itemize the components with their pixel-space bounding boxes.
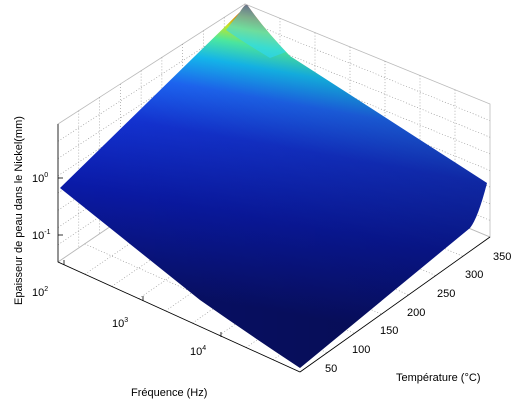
y-tick-label-1: 100 bbox=[352, 344, 370, 356]
surface bbox=[60, 4, 487, 368]
x-axis: 102 103 104 Fréquence (Hz) bbox=[32, 260, 222, 399]
x-tick-label-1: 103 bbox=[112, 317, 128, 330]
y-axis: 50 100 150 200 250 300 350 Température (… bbox=[325, 251, 511, 384]
z-tick-label-1: 10-1 bbox=[32, 229, 51, 242]
y-axis-label: Température (°C) bbox=[396, 372, 480, 384]
x-tick-label-0: 102 bbox=[32, 286, 48, 299]
right-wall-horizontal-grid-line bbox=[244, 52, 491, 155]
right-wall-horizontal-grid-line bbox=[244, 36, 491, 138]
surface-top-highlight bbox=[226, 4, 286, 58]
right-wall-horizontal-grid-line bbox=[244, 20, 491, 121]
y-tick-label-5: 300 bbox=[465, 269, 483, 281]
y-tick-label-3: 200 bbox=[407, 307, 425, 319]
left-wall-horizontal-grid-line bbox=[57, 36, 246, 159]
y-tick-label-4: 250 bbox=[437, 288, 455, 300]
z-axis: 100 10-1 Epaisseur de peau dans le Nicke… bbox=[13, 116, 63, 305]
surface-shading bbox=[60, 4, 487, 368]
z-axis-label: Epaisseur de peau dans le Nickel(mm) bbox=[13, 116, 25, 305]
y-tick-label-0: 50 bbox=[325, 363, 337, 375]
left-wall-horizontal-grid-line bbox=[57, 20, 246, 142]
y-tick-label-2: 150 bbox=[380, 325, 398, 337]
x-axis-label: Fréquence (Hz) bbox=[131, 387, 207, 399]
x-tick-label-2: 104 bbox=[190, 345, 206, 358]
axis-lines bbox=[57, 124, 491, 373]
y-tick-label-6: 350 bbox=[493, 251, 511, 263]
z-tick-label-0: 100 bbox=[32, 172, 48, 185]
